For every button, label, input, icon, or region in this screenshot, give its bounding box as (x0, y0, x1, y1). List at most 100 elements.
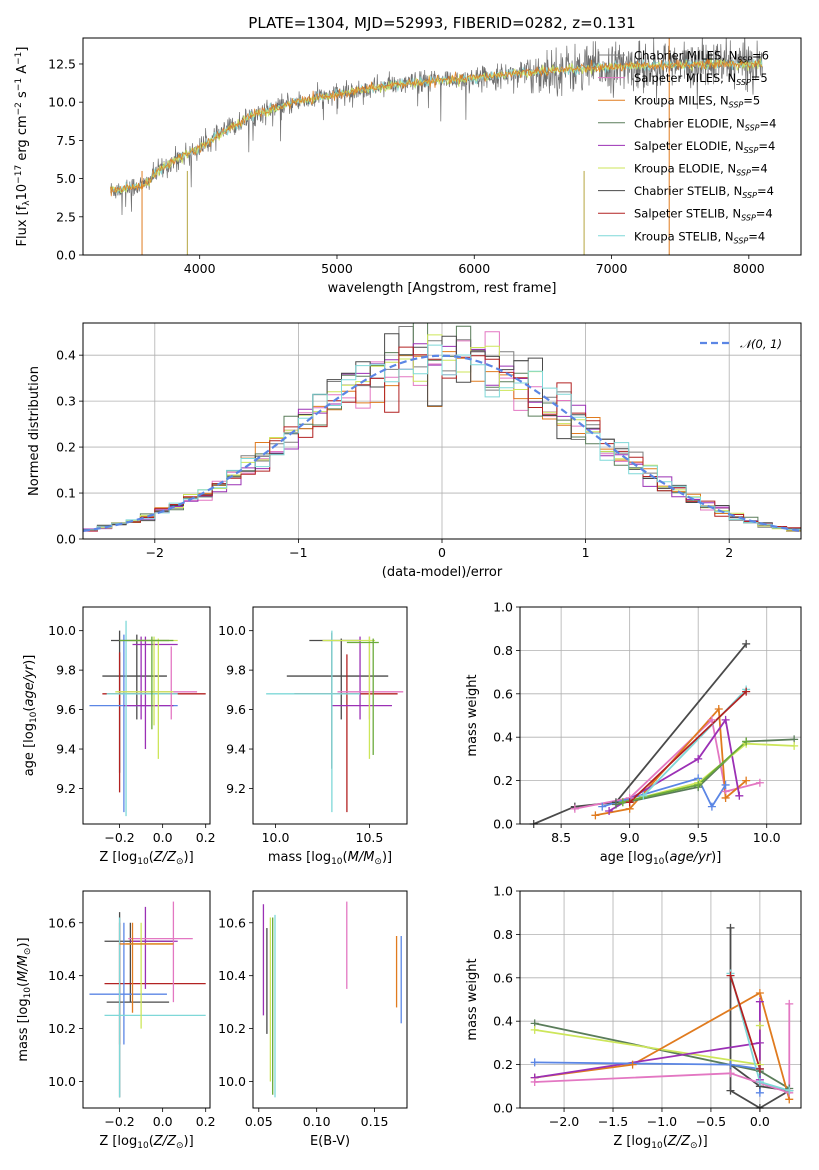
x-tick-label: 0.0 (153, 830, 173, 845)
weight-point (618, 798, 627, 807)
age_vs_mass-panel: 10.0 10.5 9.2 9.4 9.6 9.8 10.0 mass [log10(M/M⊙… (218, 606, 408, 867)
residuals-plot-area (83, 323, 801, 539)
x-tick-label: −0.2 (104, 1114, 134, 1129)
y-tick-label: 9.8 (56, 663, 76, 678)
age_vs_Z-panel: −0.2 0.0 0.2 9.2 9.4 9.6 9.8 10.0 Z [log10(Z/Z⊙)… (22, 606, 216, 867)
y-tick-label: 10.0 (48, 95, 76, 110)
y-axis-label: mass weight (465, 674, 480, 756)
x-tick-label: −2.0 (549, 1114, 579, 1129)
weight-point (785, 1086, 794, 1095)
observed-spectrum (110, 38, 763, 216)
residual-histogram (83, 344, 801, 531)
y-tick-label: 0.0 (493, 1101, 513, 1116)
weight-point (726, 971, 735, 980)
weight-point (707, 802, 716, 811)
mass_vs_ebv-frame (252, 890, 408, 1109)
weight-series-line (629, 690, 747, 803)
x-tick-label: 5000 (321, 261, 353, 276)
x-tick-label: 0.15 (361, 1114, 389, 1129)
weight-point (755, 1064, 764, 1073)
mass_vs_Z-plot-area (89, 901, 206, 1098)
legend-entry: Salpeter STELIB, NSSP=4 (634, 207, 773, 223)
spectrum-panel: 4000 5000 6000 7000 8000 0.0 2.5 5.0 7.5 10.0 12.5… (14, 37, 802, 296)
y-tick-label: 0.4 (56, 348, 76, 363)
age_vs_Z-frame (82, 606, 211, 825)
mass_vs_ebv-panel: 0.05 0.10 0.15 10.0 10.2 10.4 10.6 E(B-V) (218, 890, 408, 1149)
x-tick-label: 0.2 (196, 1114, 216, 1129)
legend-entry: Chabrier ELODIE, NSSP=4 (634, 116, 776, 132)
model-spectrum (110, 58, 763, 197)
y-axis-label: mass weight (465, 958, 480, 1040)
y-tick-label: 0.4 (493, 730, 513, 745)
weight_vs_age-panel: 8.5 9.0 9.5 10.0 0.0 0.2 0.4 0.6 0.8 1.0 age [log1… (465, 600, 802, 867)
weight-point (742, 639, 751, 648)
x-tick-label: 0.2 (196, 830, 216, 845)
y-tick-label: 9.6 (226, 702, 246, 717)
weight-series-line (574, 718, 761, 810)
x-tick-label: 2 (725, 545, 733, 560)
x-tick-label: 0.05 (245, 1114, 273, 1129)
legend-entry: Chabrier STELIB, NSSP=4 (634, 184, 774, 200)
y-tick-label: 9.8 (226, 663, 246, 678)
y-axis-label: mass [log10(M/M⊙)] (16, 937, 33, 1061)
weight-point (755, 1038, 764, 1047)
weight-point (721, 793, 730, 802)
age_vs_Z-plot-area (89, 620, 206, 817)
weight-point (721, 780, 730, 789)
x-tick-label: 8000 (733, 261, 765, 276)
x-tick-label: 0 (438, 545, 446, 560)
weight-point (591, 811, 600, 820)
x-axis-label: Z [log10(Z/Z⊙)] (613, 1134, 707, 1151)
y-tick-label: 0.8 (493, 643, 513, 658)
weight-point (755, 1077, 764, 1086)
spectrum-frame (82, 37, 802, 256)
y-tick-label: 10.0 (218, 623, 246, 638)
weight-point (735, 791, 744, 800)
weight-point (742, 776, 751, 785)
age_vs_mass-frame (252, 606, 408, 825)
x-tick-label: −2 (146, 545, 164, 560)
y-tick-label: 0.3 (56, 394, 76, 409)
y-tick-label: 0.4 (493, 1014, 513, 1029)
x-tick-label: 6000 (458, 261, 490, 276)
weight-point (694, 754, 703, 763)
weight-point (570, 804, 579, 813)
legend-entry: 𝒩(0, 1) (740, 337, 782, 351)
weight_vs_age-frame (519, 606, 802, 825)
y-tick-label: 5.0 (56, 171, 76, 186)
y-axis-label: Normed distribution (27, 366, 42, 496)
x-axis-label: Z [log10(Z/Z⊙)] (99, 850, 193, 867)
x-tick-label: 10.0 (753, 830, 781, 845)
x-tick-label: −1 (289, 545, 307, 560)
weight_vs_age-plot-area (520, 607, 801, 824)
x-tick-label: 0.0 (750, 1114, 770, 1129)
y-tick-label: 0.2 (56, 440, 76, 455)
x-axis-label: wavelength [Angstrom, rest frame] (328, 281, 557, 296)
y-axis-label: Flux [fλ10−17 erg cm−2 s−1 A−1] (14, 47, 32, 247)
y-tick-label: 1.0 (493, 884, 513, 899)
x-tick-label: 4000 (184, 261, 216, 276)
x-tick-label: 8.5 (551, 830, 571, 845)
y-tick-label: 9.4 (56, 742, 76, 757)
weight-series-line (729, 975, 761, 1070)
figure-title: PLATE=1304, MJD=52993, FIBERID=0282, z=0… (248, 14, 635, 32)
weight-series-line (534, 991, 791, 1100)
x-tick-label: 10.5 (356, 830, 384, 845)
chart-layer: 4000 5000 6000 7000 80000.02.55.07.510.012.5… (14, 37, 802, 1151)
y-tick-label: 0.2 (493, 773, 513, 788)
y-tick-label: 10.4 (48, 968, 76, 983)
y-tick-label: 10.2 (218, 1021, 246, 1036)
weight-point (755, 1088, 764, 1097)
x-axis-label: age [log10(age/yr)] (600, 850, 722, 867)
x-tick-label: −1.0 (647, 1114, 677, 1129)
weight_vs_Z-plot-area (520, 891, 801, 1108)
y-tick-label: 0.2 (493, 1057, 513, 1072)
weight-point (694, 780, 703, 789)
x-axis-label: mass [log10(M/M⊙)] (268, 850, 392, 867)
y-tick-label: 0.6 (493, 970, 513, 985)
weight-point (598, 802, 607, 811)
x-tick-label: 7000 (596, 261, 628, 276)
y-tick-label: 10.2 (48, 1021, 76, 1036)
weight-point (785, 999, 794, 1008)
weight-point (530, 1058, 539, 1067)
